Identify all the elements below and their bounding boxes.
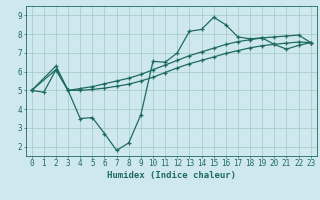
X-axis label: Humidex (Indice chaleur): Humidex (Indice chaleur) (107, 171, 236, 180)
